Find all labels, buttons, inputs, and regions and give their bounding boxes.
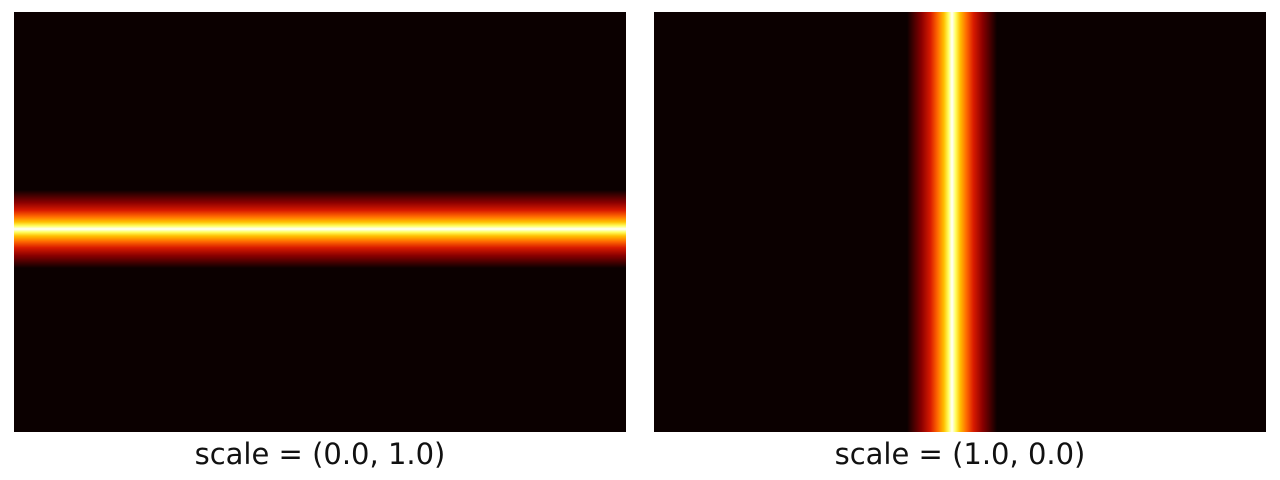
caption-right: scale = (1.0, 0.0) xyxy=(834,437,1086,471)
heatmap-panel-left xyxy=(14,12,626,432)
vertical-band xyxy=(907,12,997,432)
heatmap-panel-right xyxy=(654,12,1266,432)
caption-left: scale = (0.0, 1.0) xyxy=(194,437,446,471)
horizontal-band xyxy=(14,190,626,268)
